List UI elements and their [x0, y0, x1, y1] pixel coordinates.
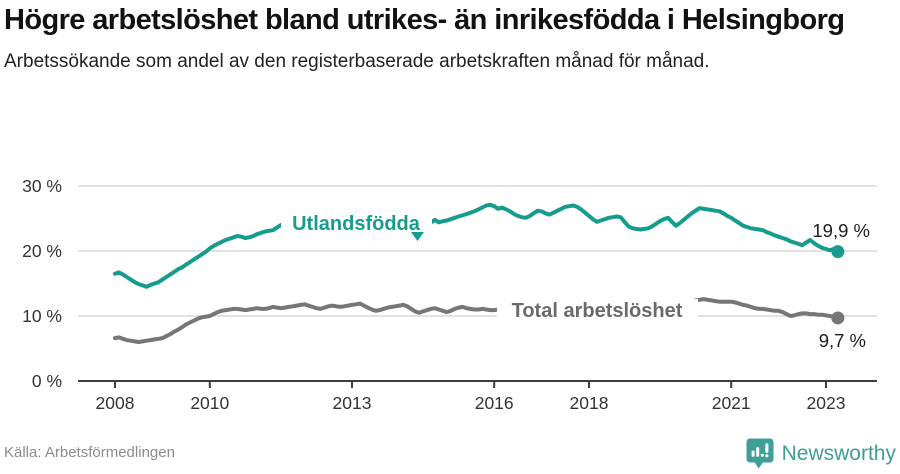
source-note: Källa: Arbetsförmedlingen — [4, 444, 175, 461]
x-tick-label: 2023 — [807, 393, 846, 413]
series-label-utlandsfodda: Utlandsfödda — [292, 213, 421, 235]
x-tick-label: 2018 — [570, 393, 609, 413]
chart-title: Högre arbetslöshet bland utrikes- än inr… — [4, 4, 845, 36]
end-value-label-utlandsfodda: 19,9 % — [812, 220, 870, 241]
brand-name: Newsworthy — [781, 441, 896, 465]
series-label-total: Total arbetslöshet — [512, 300, 683, 322]
series-label-mask — [497, 299, 698, 323]
brand-lockup: Newsworthy — [746, 438, 896, 469]
series-label-mask — [281, 208, 432, 238]
newsworthy-logo-icon — [746, 438, 774, 469]
x-tick-label: 2016 — [475, 393, 514, 413]
series-line-utlandsfodda — [113, 202, 840, 289]
x-tick-label: 2013 — [333, 393, 372, 413]
y-tick-label: 0 % — [32, 371, 62, 391]
x-tick-label: 2021 — [712, 393, 751, 413]
y-tick-label: 10 % — [22, 306, 62, 326]
y-tick-label: 20 % — [22, 241, 62, 261]
series-line-total — [113, 297, 840, 344]
y-tick-label: 30 % — [22, 176, 62, 196]
chart-subtitle: Arbetssökande som andel av den registerb… — [4, 50, 710, 72]
x-tick-label: 2008 — [96, 393, 135, 413]
end-dot-utlandsfodda — [831, 245, 845, 259]
end-value-label-total: 9,7 % — [819, 330, 866, 351]
chart-header: Högre arbetslöshet bland utrikes- än inr… — [4, 2, 845, 74]
x-tick-label: 2010 — [190, 393, 229, 413]
end-dot-total — [831, 311, 845, 325]
label-pointer-triangle-icon — [411, 232, 424, 241]
